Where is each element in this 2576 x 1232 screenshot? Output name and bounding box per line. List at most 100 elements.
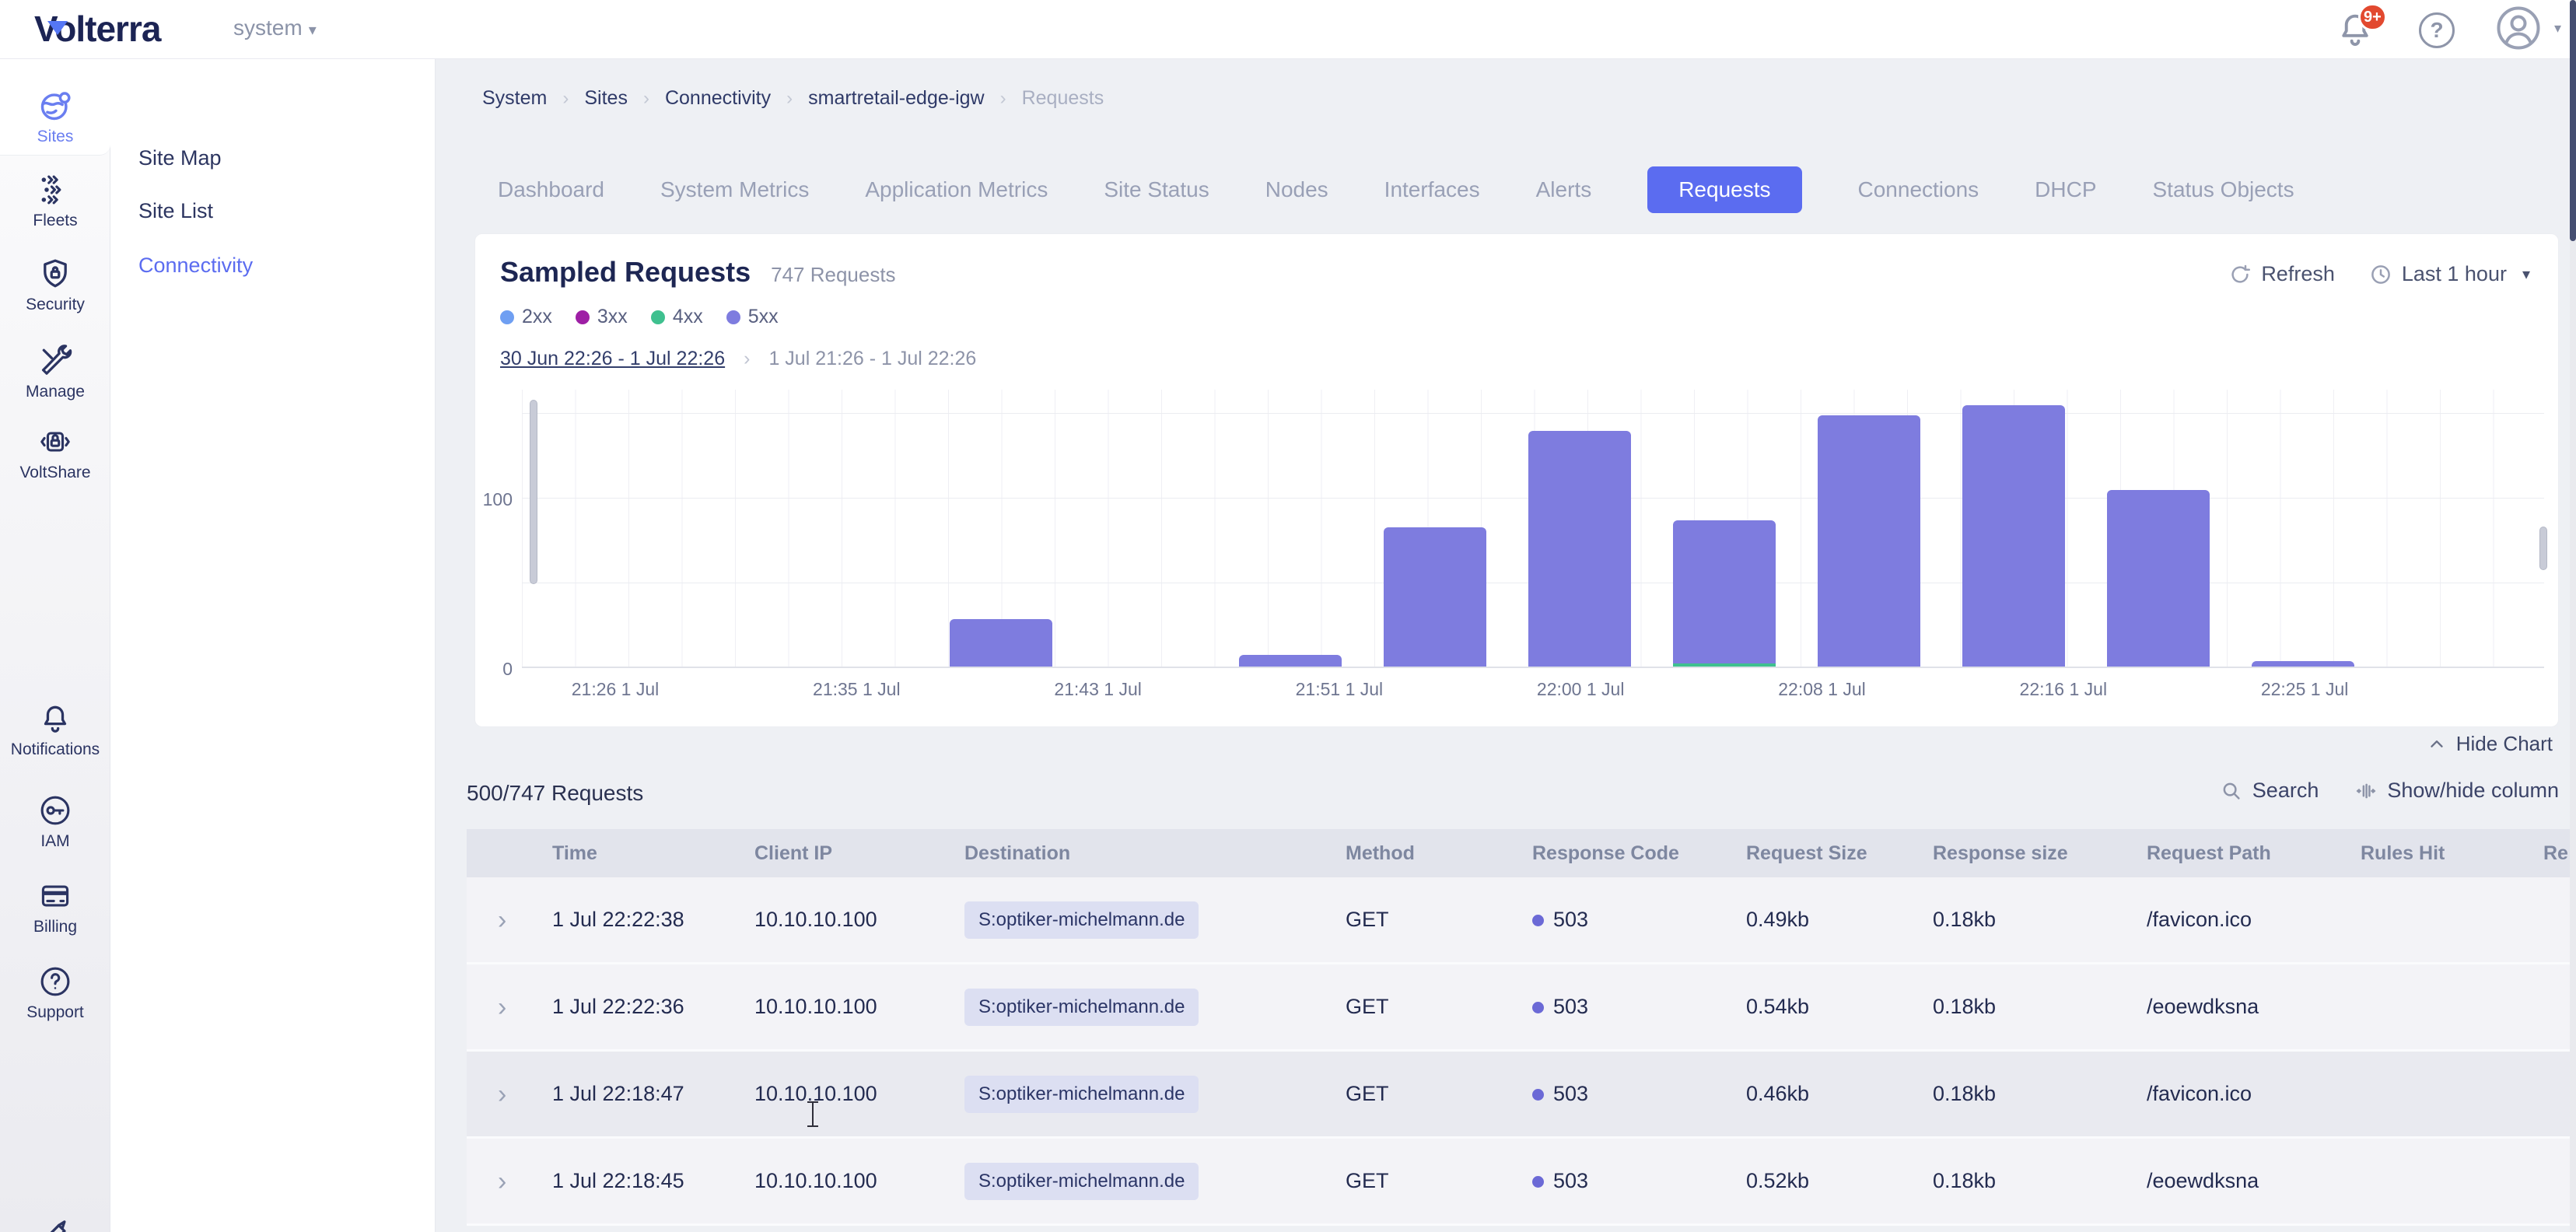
chevron-down-icon[interactable]: ▾ bbox=[2554, 20, 2561, 37]
cell-client-ip: 10.10.10.100 bbox=[754, 1082, 964, 1106]
legend-label: 2xx bbox=[522, 306, 552, 328]
cell-request-path: /favicon.ico bbox=[2147, 1082, 2361, 1106]
legend-item-5xx[interactable]: 5xx bbox=[726, 306, 779, 328]
tab-connections[interactable]: Connections bbox=[1858, 177, 1979, 202]
tenant-label: system bbox=[233, 16, 303, 40]
tab-alerts[interactable]: Alerts bbox=[1536, 177, 1592, 202]
cell-response-size: 0.18kb bbox=[1933, 995, 2147, 1019]
iam-key-icon bbox=[38, 793, 72, 828]
legend-dot-3xx bbox=[576, 310, 590, 324]
sidebar-item-manage[interactable]: Manage bbox=[0, 344, 110, 401]
tab-dashboard[interactable]: Dashboard bbox=[498, 177, 604, 202]
volterra-logo: Volterra bbox=[34, 8, 160, 50]
chevron-down-icon: ▾ bbox=[309, 22, 317, 39]
sidebar-item-iam[interactable]: IAM bbox=[0, 793, 110, 851]
range-full-link[interactable]: 30 Jun 22:26 - 1 Jul 22:26 bbox=[500, 348, 725, 370]
cell-destination: S:optiker-michelmann.de bbox=[964, 1076, 1346, 1113]
x-axis-tick: 21:26 1 Jul bbox=[572, 679, 660, 700]
header-client-ip: Client IP bbox=[754, 842, 964, 865]
sidebar-item-sites[interactable]: Sites bbox=[0, 89, 110, 146]
sidebar-item-support[interactable]: Support bbox=[0, 964, 110, 1022]
legend-dot-5xx bbox=[726, 310, 740, 324]
pencil-icon bbox=[38, 1212, 72, 1232]
sampled-requests-card: Sampled Requests 747 Requests Refresh La… bbox=[474, 233, 2559, 727]
scrollbar-thumb[interactable] bbox=[2570, 0, 2576, 241]
refresh-icon bbox=[2228, 263, 2252, 286]
table-row-hovered[interactable]: › 1 Jul 22:18:47 10.10.10.100 S:optiker-… bbox=[467, 1052, 2576, 1139]
subnav-item-connectivity[interactable]: Connectivity bbox=[138, 254, 253, 278]
tab-status-objects[interactable]: Status Objects bbox=[2153, 177, 2294, 202]
sidebar-item-billing[interactable]: Billing bbox=[0, 879, 110, 936]
page-scrollbar bbox=[2570, 0, 2576, 1232]
cell-time: 1 Jul 22:22:36 bbox=[552, 995, 754, 1019]
tab-interfaces[interactable]: Interfaces bbox=[1384, 177, 1480, 202]
bar-22:25 bbox=[2252, 661, 2354, 667]
table-row[interactable]: › 1 Jul 22:18:45 10.10.10.100 S:optiker-… bbox=[467, 1139, 2576, 1226]
x-axis-labels: 21:26 1 Jul21:35 1 Jul21:43 1 Jul21:51 1… bbox=[522, 679, 2544, 704]
row-expander-icon[interactable]: › bbox=[467, 994, 552, 1020]
cell-client-ip: 10.10.10.100 bbox=[754, 1169, 964, 1193]
sidebar-item-fleets[interactable]: Fleets bbox=[0, 173, 110, 230]
sidebar-item-security[interactable]: Security bbox=[0, 257, 110, 314]
refresh-button[interactable]: Refresh bbox=[2228, 262, 2335, 286]
chart-range-handle-left[interactable] bbox=[530, 400, 537, 584]
breadcrumb-sites[interactable]: Sites bbox=[584, 87, 628, 110]
time-range-selector[interactable]: Last 1 hour ▾ bbox=[2369, 262, 2530, 286]
search-button[interactable]: Search bbox=[2220, 779, 2319, 803]
gridline bbox=[522, 413, 2544, 414]
sidebar-item-label: Support bbox=[26, 1003, 84, 1022]
chart-title: Sampled Requests bbox=[500, 256, 751, 289]
header-destination: Destination bbox=[964, 842, 1346, 865]
x-axis-tick: 21:43 1 Jul bbox=[1054, 679, 1142, 700]
tenant-selector[interactable]: system ▾ bbox=[233, 16, 317, 40]
voltshare-lock-icon bbox=[38, 425, 72, 459]
row-expander-icon[interactable]: › bbox=[467, 1168, 552, 1195]
chart-range-handle-right[interactable] bbox=[2539, 527, 2547, 570]
chevron-right-icon: › bbox=[562, 88, 569, 110]
legend-item-2xx[interactable]: 2xx bbox=[500, 306, 552, 328]
legend-item-4xx[interactable]: 4xx bbox=[651, 306, 703, 328]
table-row[interactable]: › 1 Jul 22:22:36 10.10.10.100 S:optiker-… bbox=[467, 964, 2576, 1052]
tab-site-status[interactable]: Site Status bbox=[1104, 177, 1209, 202]
hide-chart-button[interactable]: Hide Chart bbox=[2427, 732, 2553, 756]
tab-nodes[interactable]: Nodes bbox=[1265, 177, 1328, 202]
legend-label: 4xx bbox=[673, 306, 703, 328]
cell-destination: S:optiker-michelmann.de bbox=[964, 901, 1346, 939]
subnav-item-site-map[interactable]: Site Map bbox=[138, 146, 222, 170]
bar-22:10 bbox=[1818, 415, 1920, 667]
tab-bar: Dashboard System Metrics Application Met… bbox=[498, 166, 2294, 213]
notifications-button[interactable]: 9+ bbox=[2335, 9, 2375, 50]
status-dot bbox=[1532, 1002, 1544, 1013]
tab-requests[interactable]: Requests bbox=[1647, 166, 1801, 213]
help-button[interactable]: ? bbox=[2419, 12, 2455, 48]
sidebar-item-partial[interactable] bbox=[0, 1212, 110, 1232]
row-expander-icon[interactable]: › bbox=[467, 1081, 552, 1108]
legend-item-3xx[interactable]: 3xx bbox=[576, 306, 628, 328]
breadcrumb-system[interactable]: System bbox=[482, 87, 547, 110]
breadcrumb-connectivity[interactable]: Connectivity bbox=[665, 87, 771, 110]
bar-22:15 bbox=[1962, 405, 2065, 667]
subnav-panel: Site Map Site List Connectivity bbox=[110, 59, 436, 1232]
table-row[interactable]: › 1 Jul 22:22:38 10.10.10.100 S:optiker-… bbox=[467, 877, 2576, 964]
sidebar-item-notifications[interactable]: Notifications bbox=[0, 702, 110, 759]
chevron-up-icon bbox=[2427, 734, 2447, 754]
cell-destination: S:optiker-michelmann.de bbox=[964, 1163, 1346, 1200]
sidebar-item-label: Billing bbox=[33, 918, 77, 936]
cell-request-size: 0.52kb bbox=[1746, 1169, 1933, 1193]
tab-system-metrics[interactable]: System Metrics bbox=[660, 177, 809, 202]
refresh-label: Refresh bbox=[2261, 262, 2335, 286]
tab-dhcp[interactable]: DHCP bbox=[2035, 177, 2096, 202]
show-hide-column-button[interactable]: Show/hide column bbox=[2354, 779, 2559, 803]
row-expander-icon[interactable]: › bbox=[467, 907, 552, 933]
status-dot bbox=[1532, 915, 1544, 926]
cell-method: GET bbox=[1346, 1169, 1532, 1193]
tab-application-metrics[interactable]: Application Metrics bbox=[865, 177, 1048, 202]
time-range-label: Last 1 hour bbox=[2402, 262, 2507, 286]
user-avatar[interactable] bbox=[2495, 5, 2542, 51]
sidebar-item-voltshare[interactable]: VoltShare bbox=[0, 425, 110, 482]
destination-pill: S:optiker-michelmann.de bbox=[964, 1163, 1199, 1200]
hide-chart-label: Hide Chart bbox=[2456, 732, 2553, 756]
sidebar-item-label: Manage bbox=[26, 383, 85, 401]
subnav-item-site-list[interactable]: Site List bbox=[138, 199, 213, 223]
breadcrumb-site-name[interactable]: smartretail-edge-igw bbox=[808, 87, 984, 110]
